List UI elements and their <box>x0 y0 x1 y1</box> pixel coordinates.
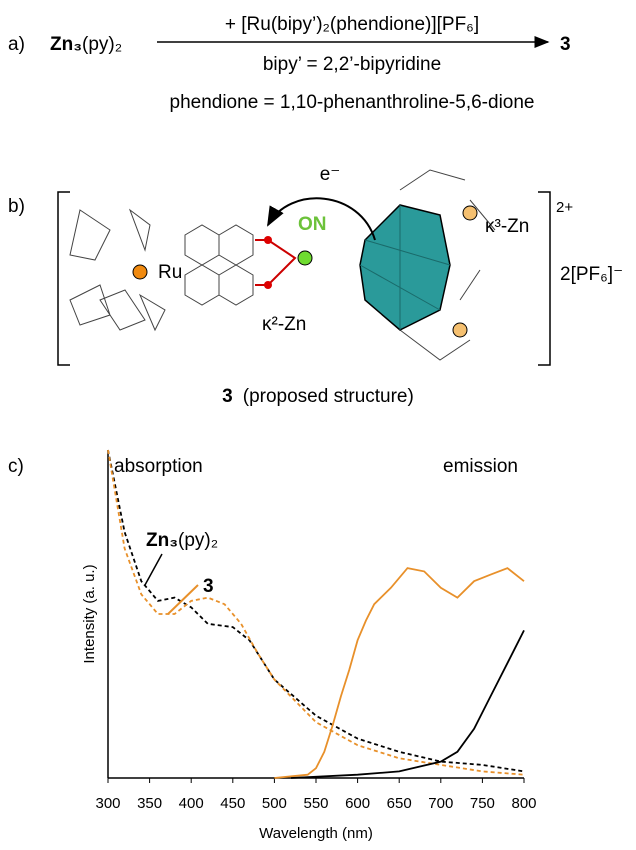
zn-atom <box>298 251 312 265</box>
reactant-rest: (py)₂ <box>82 34 122 55</box>
x-tick-label: 500 <box>262 795 287 812</box>
k2-label: κ²-Zn <box>262 314 306 335</box>
reagent: + [Ru(bipy’)₂(phendione)][PF₆] <box>225 14 479 35</box>
x-tick-label: 550 <box>303 795 328 812</box>
chart: c) 300 350 400 450 500 550 600 650 700 750 800 Wavel… <box>8 450 537 842</box>
zn-atom <box>453 323 467 337</box>
x-tick-label: 700 <box>428 795 453 812</box>
series-label-bold: Zn₃ <box>146 530 178 551</box>
panel-label: a) <box>8 34 25 55</box>
series-label-rest: (py)₂ <box>178 530 218 551</box>
caption-text: (proposed structure) <box>243 386 414 407</box>
caption-number: 3 <box>222 386 233 407</box>
y-axis-label: Intensity (a. u.) <box>81 564 98 663</box>
x-tick-label: 650 <box>387 795 412 812</box>
definition: phendione = 1,10-phenanthroline-5,6-dion… <box>170 92 535 113</box>
x-tick-label: 400 <box>179 795 204 812</box>
figure: a) Zn₃(py)₂ + [Ru(bipy’)₂(phendione)][PF… <box>0 0 636 845</box>
counterion: 2[PF₆]⁻ <box>560 264 623 285</box>
product: 3 <box>560 34 571 55</box>
charge: 2+ <box>556 199 573 216</box>
reactant: Zn₃(py)₂ <box>50 34 122 55</box>
dione <box>255 240 295 285</box>
atom <box>264 281 272 289</box>
x-tick-label: 600 <box>345 795 370 812</box>
k3-label: κ³-Zn <box>485 216 529 237</box>
caption: 3 (proposed structure) <box>222 386 414 407</box>
ru-label: Ru <box>158 262 182 283</box>
panel-label: c) <box>8 456 24 477</box>
switch-label: ON <box>298 214 327 235</box>
ru-atom <box>133 265 147 279</box>
x-tick-label: 800 <box>511 795 536 812</box>
annotation: absorption <box>114 456 203 477</box>
x-tick-label: 450 <box>220 795 245 812</box>
cluster <box>360 205 450 330</box>
reactant-bold: Zn₃ <box>50 34 82 55</box>
annotation: emission <box>443 456 518 477</box>
x-axis-label: Wavelength (nm) <box>259 825 373 842</box>
series-line <box>274 568 524 778</box>
series-label: 3 <box>203 576 214 597</box>
electron: e⁻ <box>320 164 341 185</box>
atom <box>264 236 272 244</box>
series-line <box>291 630 524 778</box>
leader <box>168 585 198 614</box>
series-label: Zn₃(py)₂ <box>146 530 218 551</box>
panel-label: b) <box>8 196 25 217</box>
x-tick-label: 350 <box>137 795 162 812</box>
x-tick-label: 300 <box>95 795 120 812</box>
leader <box>145 554 162 585</box>
zn-atom <box>463 206 477 220</box>
x-tick-label: 750 <box>470 795 495 812</box>
condition: bipy’ = 2,2’-bipyridine <box>263 54 441 75</box>
